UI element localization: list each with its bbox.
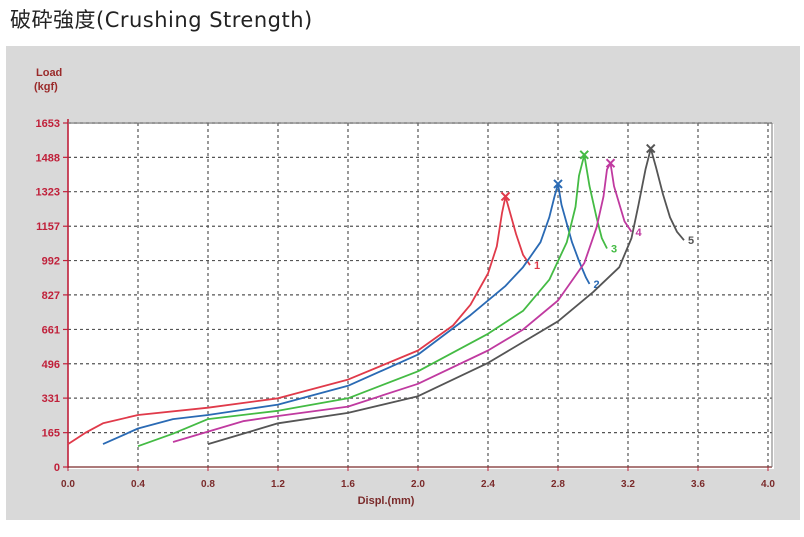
x-tick-label: 0.4 bbox=[131, 479, 145, 490]
peak-marker-3 bbox=[579, 150, 589, 160]
peak-marker-4 bbox=[605, 158, 616, 168]
series-line-3 bbox=[137, 153, 608, 448]
plot-area bbox=[68, 124, 774, 469]
y-tick-label: 1488 bbox=[36, 152, 60, 164]
series-3: 3 bbox=[137, 150, 617, 448]
y-tick-label: 827 bbox=[42, 290, 60, 302]
y-tick-label: 661 bbox=[42, 324, 60, 336]
data-series: 1 2 3 4 5 bbox=[67, 143, 694, 448]
series-label-4: 4 bbox=[636, 227, 643, 239]
x-tick-label: 1.2 bbox=[271, 479, 285, 490]
y-tick-label: 496 bbox=[42, 359, 60, 371]
axes bbox=[63, 119, 773, 471]
series-line-2 bbox=[102, 183, 591, 445]
series-1: 1 bbox=[67, 191, 540, 445]
series-line-5 bbox=[207, 147, 685, 445]
series-line-4 bbox=[172, 162, 633, 443]
y-tick-label: 1157 bbox=[36, 221, 60, 233]
x-tick-label: 3.6 bbox=[691, 479, 705, 490]
x-tick-label: 2.4 bbox=[481, 479, 495, 490]
x-tick-label: 0.0 bbox=[61, 479, 75, 490]
series-2: 2 bbox=[102, 179, 600, 445]
peak-marker-1 bbox=[500, 191, 511, 202]
peak-marker-2 bbox=[553, 179, 563, 189]
series-line-1 bbox=[67, 195, 531, 445]
y-tick-label: 1653 bbox=[36, 118, 60, 130]
tick-labels: 0.0 0.4 0.8 1.2 1.6 2.0 2.4 2.8 3.2 3.6 4.00165331… bbox=[36, 118, 776, 490]
y-tick-label: 1323 bbox=[36, 187, 60, 199]
x-tick-label: 3.2 bbox=[621, 479, 635, 490]
x-tick-label: 2.8 bbox=[551, 479, 565, 490]
x-tick-label: 1.6 bbox=[341, 479, 355, 490]
y-tick-label: 0 bbox=[54, 462, 60, 474]
x-tick-label: 4.0 bbox=[761, 479, 775, 490]
peak-marker-5 bbox=[646, 143, 656, 154]
series-label-1: 1 bbox=[534, 260, 540, 272]
y-axis-label-line-2: (kgf) bbox=[34, 81, 58, 93]
y-tick-label: 992 bbox=[42, 256, 60, 268]
series-label-5: 5 bbox=[688, 235, 694, 247]
series-label-3: 3 bbox=[611, 243, 617, 255]
chart-frame: 0.0 0.4 0.8 1.2 1.6 2.0 2.4 2.8 3.2 3.6 4.0 0 165 331… bbox=[6, 46, 800, 520]
crushing-strength-chart: 0.0 0.4 0.8 1.2 1.6 2.0 2.4 2.8 3.2 3.6 4.00165331… bbox=[34, 67, 776, 507]
x-axis-label: Displ.(mm) bbox=[358, 495, 415, 507]
x-tick-label: 2.0 bbox=[411, 479, 425, 490]
page-title: 破砕強度(Crushing Strength) bbox=[10, 8, 313, 32]
y-tick-label: 331 bbox=[42, 393, 60, 405]
x-tick-label: 0.8 bbox=[201, 479, 215, 490]
series-5: 5 bbox=[207, 143, 694, 445]
series-4: 4 bbox=[172, 158, 643, 443]
y-axis-label-line-1: Load bbox=[36, 67, 62, 79]
y-tick-label: 165 bbox=[42, 428, 60, 440]
series-label-2: 2 bbox=[594, 279, 600, 291]
